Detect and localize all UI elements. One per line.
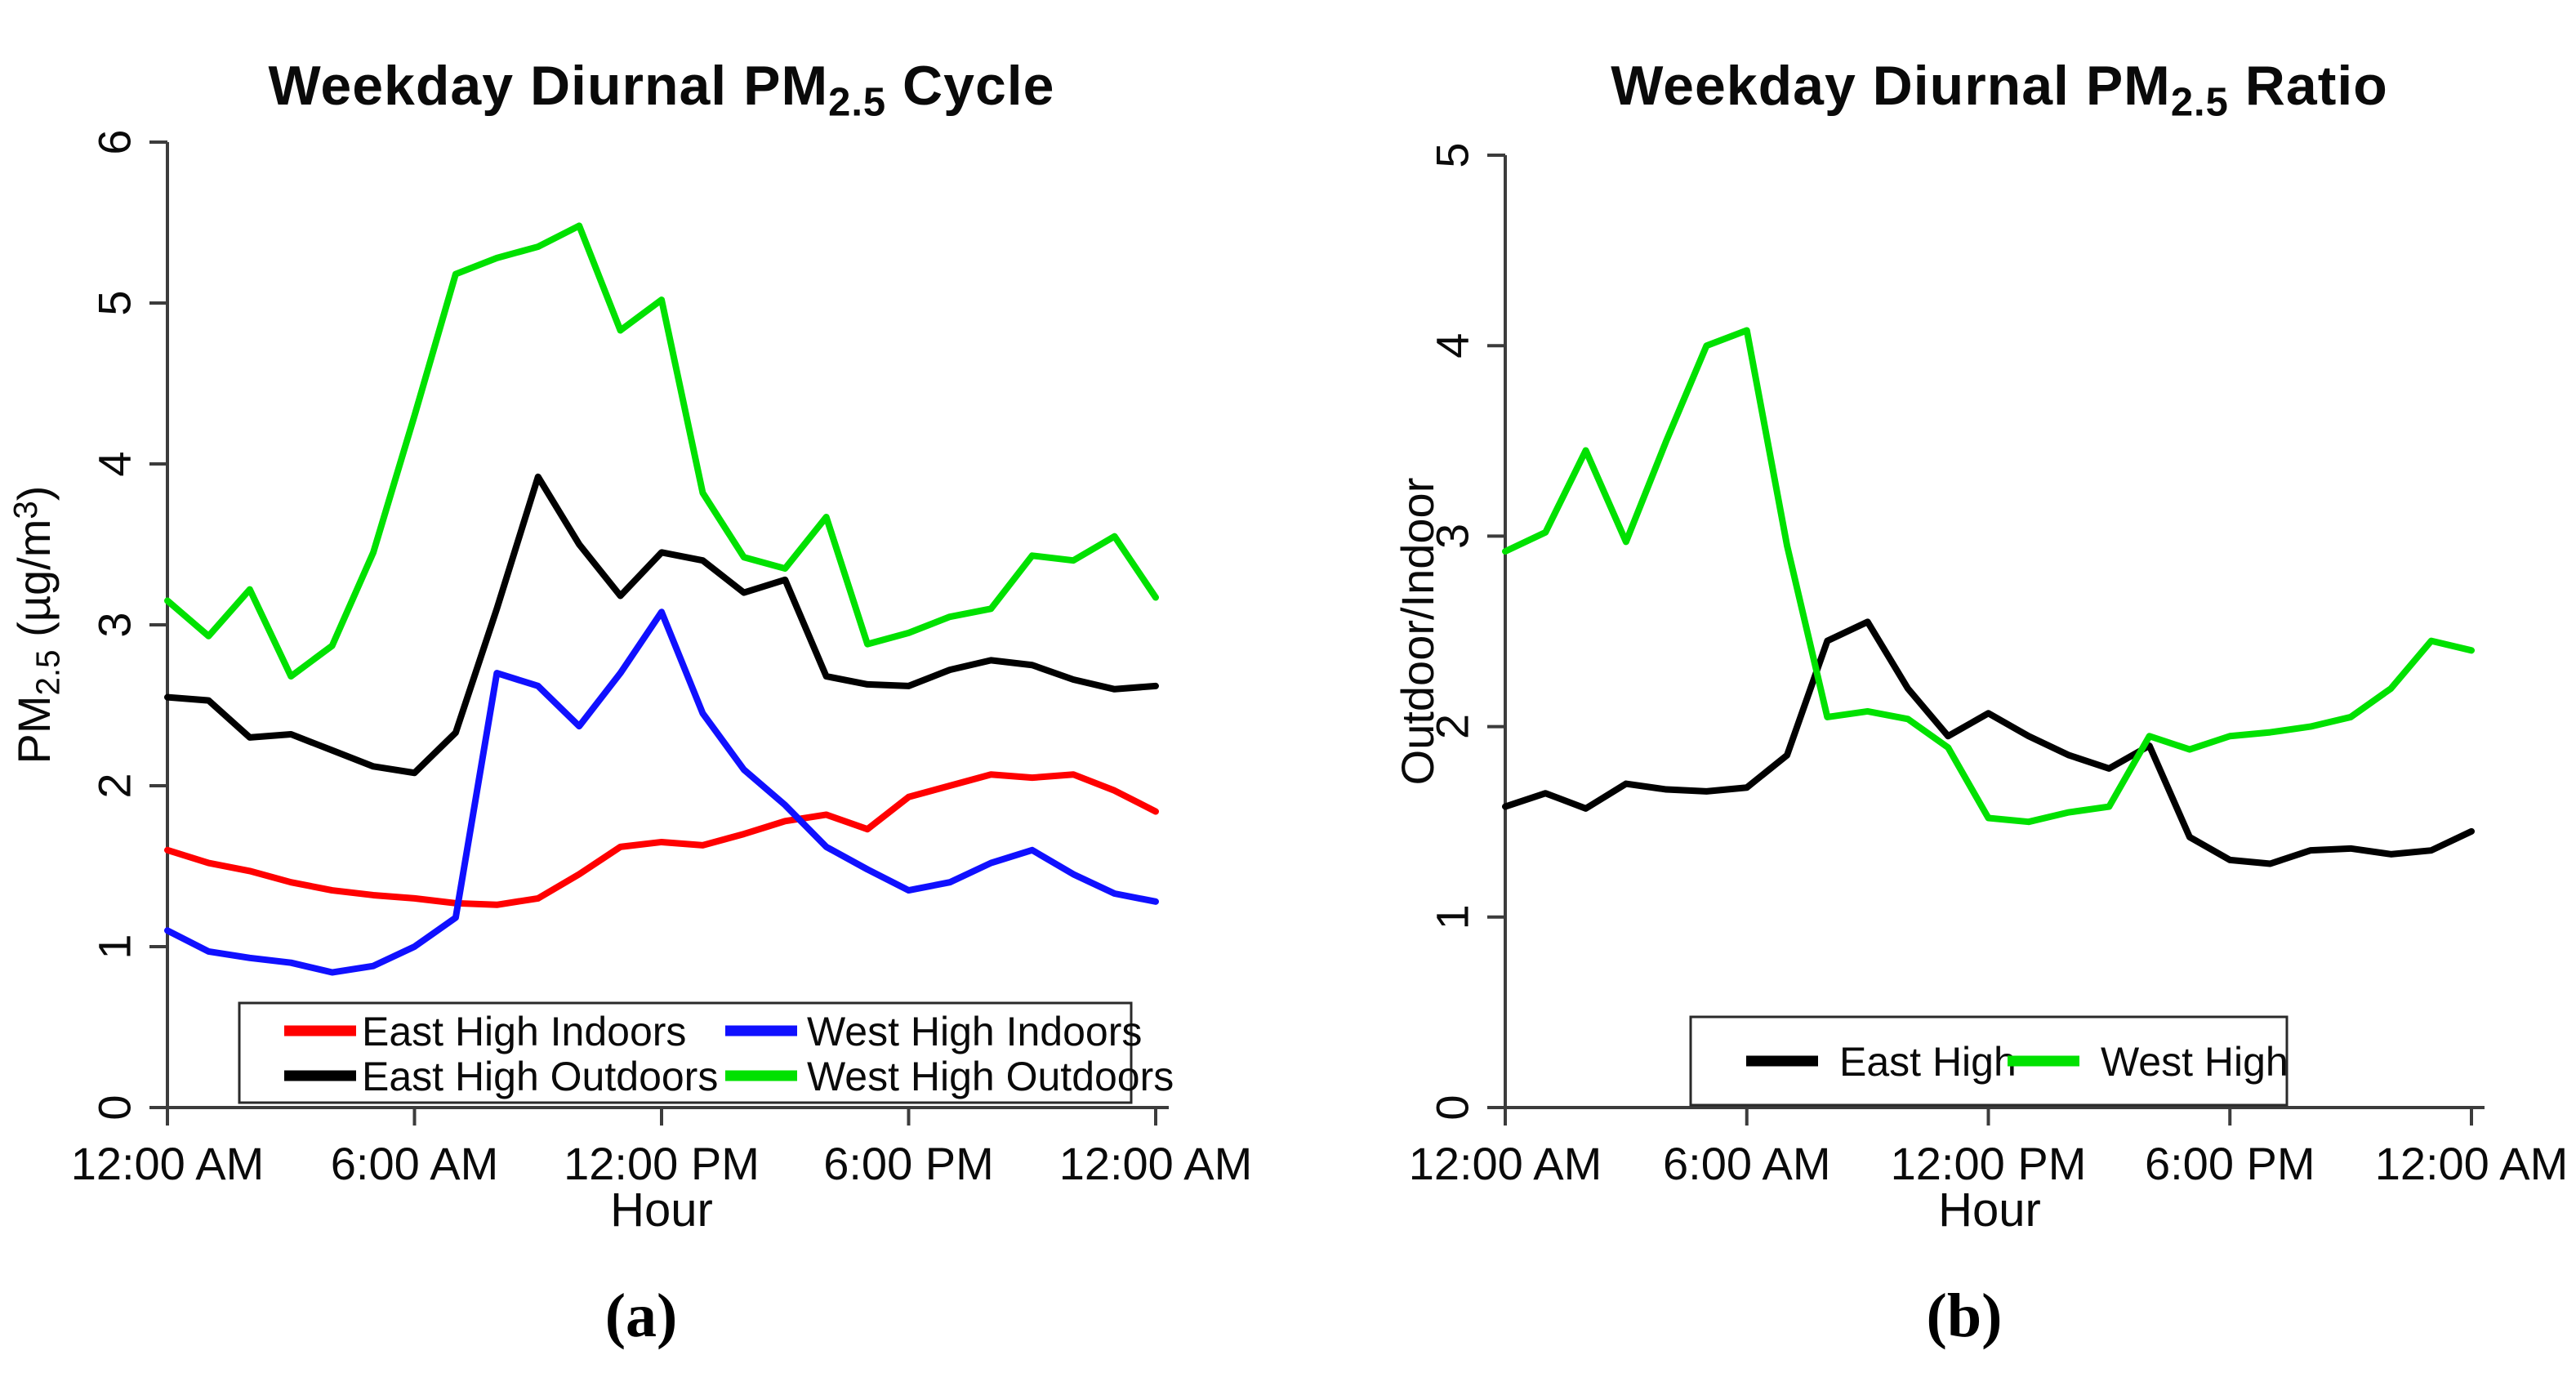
chart-a-ylabel-post: ) xyxy=(8,485,60,502)
caption-b: (b) xyxy=(1926,1282,2003,1350)
chart-b-title-text: Weekday Diurnal PM xyxy=(1611,55,2171,118)
chart-a-ylabel-sup: 3 xyxy=(7,501,44,519)
chart-a-title: Weekday Diurnal PM2.5 Cycle xyxy=(172,54,1152,126)
x-tick-label-b-2: 12:00 PM xyxy=(1891,1138,2087,1189)
x-tick-label-a-1: 6:00 AM xyxy=(331,1138,498,1189)
caption-a: (a) xyxy=(604,1282,678,1350)
series-line-east-high xyxy=(1502,618,2475,867)
series-line-east-high-outdoors xyxy=(164,473,1159,777)
chart-a-title-suffix: Cycle xyxy=(886,55,1055,118)
y-tick-label-a-5: 5 xyxy=(89,290,140,315)
legend-box-a xyxy=(238,1001,1133,1104)
y-tick-label-b-5: 5 xyxy=(1427,142,1478,167)
y-tick-label-a-2: 2 xyxy=(89,773,140,798)
series-line-west-high-indoors xyxy=(164,608,1159,976)
y-tick-label-a-4: 4 xyxy=(89,451,140,476)
legend-label-east-high-outdoors: East High Outdoors xyxy=(362,1054,718,1099)
x-tick-label-a-0: 12:00 AM xyxy=(71,1138,265,1189)
y-tick-label-b-1: 1 xyxy=(1427,904,1478,929)
y-tick-label-b-4: 4 xyxy=(1427,333,1478,359)
y-tick-label-a-1: 1 xyxy=(89,934,140,959)
legend-label-east-high-indoors: East High Indoors xyxy=(362,1009,686,1054)
x-tick-label-a-2: 12:00 PM xyxy=(564,1138,760,1189)
series-line-east-high-indoors xyxy=(164,771,1159,908)
legend-label-west-high: West High xyxy=(2101,1039,2289,1085)
chart-a-title-text: Weekday Diurnal PM xyxy=(268,55,829,118)
chart-a-ylabel-mid: (µg/m xyxy=(8,519,60,650)
x-tick-label-b-0: 12:00 AM xyxy=(1409,1138,1602,1189)
x-tick-label-a-3: 6:00 PM xyxy=(823,1138,994,1189)
chart-b-title: Weekday Diurnal PM2.5 Ratio xyxy=(1509,54,2489,126)
y-tick-label-b-2: 2 xyxy=(1427,714,1478,739)
chart-b-y-axis-label: Outdoor/Indoor xyxy=(1391,321,1443,942)
series-line-west-high-outdoors xyxy=(164,222,1159,680)
chart-a-y-axis-label: PM2.5 (µg/m3) xyxy=(7,314,66,935)
chart-a-ylabel-pre: PM xyxy=(8,695,60,765)
chart-b-ylabel-text: Outdoor/Indoor xyxy=(1392,477,1443,786)
series-line-west-high xyxy=(1502,327,2475,826)
chart-b-title-suffix: Ratio xyxy=(2228,55,2388,118)
chart-a-title-subscript: 2.5 xyxy=(828,81,887,126)
y-tick-label-b-0: 0 xyxy=(1427,1094,1478,1120)
chart-a-ylabel-sub: 2.5 xyxy=(29,649,67,696)
chart-b-title-subscript: 2.5 xyxy=(2170,81,2229,126)
y-tick-label-a-3: 3 xyxy=(89,612,140,637)
y-tick-label-b-3: 3 xyxy=(1427,524,1478,549)
chart-a-x-axis-label: Hour xyxy=(610,1184,713,1237)
x-tick-label-b-4: 12:00 AM xyxy=(2375,1138,2569,1189)
legend-label-east-high: East High xyxy=(1839,1039,2017,1085)
x-tick-label-b-3: 6:00 PM xyxy=(2145,1138,2315,1189)
x-tick-label-b-1: 6:00 AM xyxy=(1663,1138,1830,1189)
chart-b-x-axis-label: Hour xyxy=(1938,1184,2041,1237)
legend-label-west-high-outdoors: West High Outdoors xyxy=(807,1054,1174,1099)
y-tick-label-a-0: 0 xyxy=(89,1094,140,1120)
legend-label-west-high-indoors: West High Indoors xyxy=(807,1009,1142,1054)
y-tick-label-a-6: 6 xyxy=(89,129,140,154)
x-tick-label-a-4: 12:00 AM xyxy=(1059,1138,1253,1189)
